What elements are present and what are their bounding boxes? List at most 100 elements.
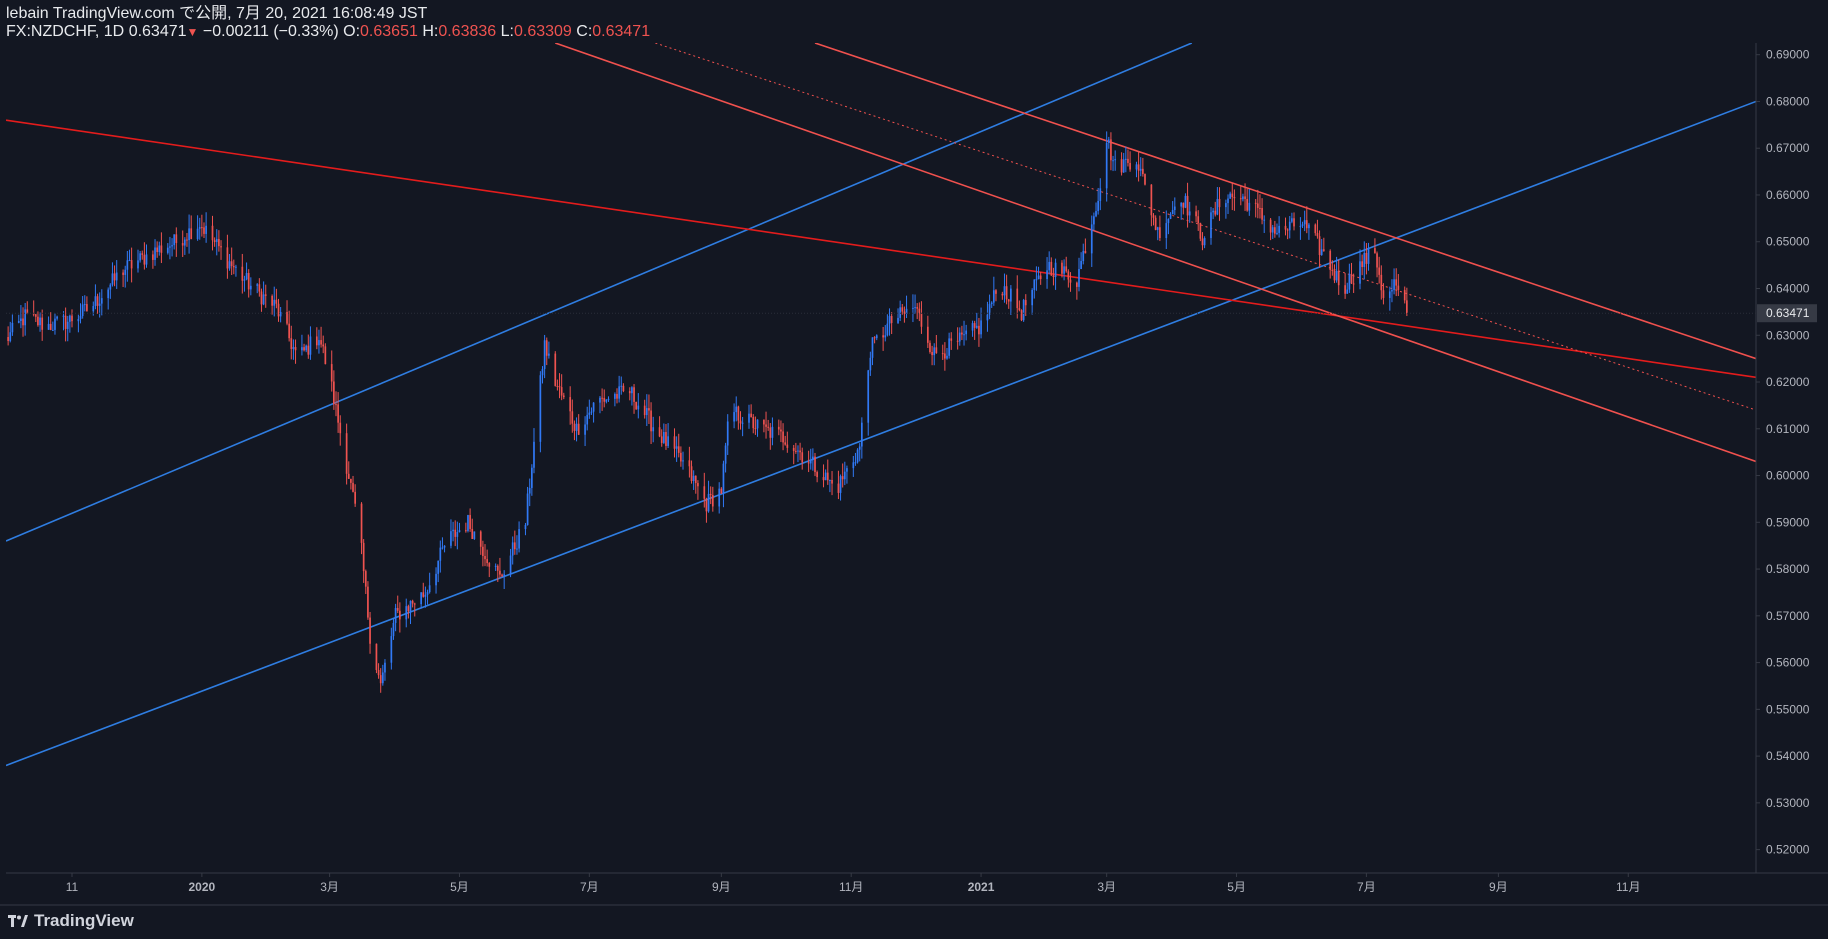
candle-body	[22, 318, 24, 326]
candle-body	[315, 336, 318, 346]
candlestick-series	[7, 131, 1408, 693]
candle-body	[822, 477, 825, 481]
candle-body	[1003, 286, 1006, 296]
trendline-4[interactable]	[555, 43, 1756, 463]
trendline-6[interactable]	[655, 43, 1756, 411]
candle-body	[277, 303, 280, 317]
candle-body	[1403, 289, 1406, 301]
time-tick-label: 5月	[1227, 880, 1246, 894]
candle-body	[1233, 197, 1236, 199]
candle-body	[1184, 195, 1187, 208]
candle-body	[858, 446, 861, 450]
candle-body	[741, 422, 744, 424]
candle-body	[541, 368, 544, 376]
time-tick-label: 2020	[189, 880, 216, 894]
candle-body	[1007, 299, 1010, 302]
candle-body	[1393, 279, 1395, 291]
candle-body	[1105, 142, 1108, 189]
candle-body	[482, 546, 484, 557]
candle-body	[1348, 273, 1351, 290]
candle-body	[405, 606, 408, 620]
candle-body	[139, 253, 141, 261]
candle-body	[499, 570, 501, 575]
candle-body	[956, 340, 959, 342]
candle-body	[660, 436, 663, 443]
price-tick-label: 0.61000	[1766, 422, 1810, 436]
candle-body	[513, 542, 516, 550]
candle-body	[918, 308, 921, 314]
candle-body	[201, 227, 203, 229]
candle-body	[556, 385, 559, 387]
trendline-drawings[interactable]	[6, 43, 1756, 767]
candle-body	[377, 669, 380, 676]
candle-body	[335, 404, 337, 406]
candle-body	[232, 266, 235, 268]
candle-body	[92, 306, 95, 312]
candle-body	[1259, 207, 1261, 209]
candle-body	[1346, 289, 1349, 294]
candle-body	[1329, 250, 1332, 270]
trendline-1[interactable]	[6, 43, 1193, 542]
trendline-2[interactable]	[6, 100, 1756, 767]
symbol-label[interactable]: FX:NZDCHF, 1D	[6, 23, 125, 40]
candle-body	[726, 421, 729, 446]
candle-body	[1135, 164, 1138, 170]
candle-body	[948, 338, 950, 356]
candle-body	[407, 606, 410, 612]
candle-body	[245, 272, 248, 280]
candle-body	[486, 559, 488, 564]
candle-body	[247, 272, 250, 290]
trendline-3[interactable]	[6, 119, 1756, 379]
candle-body	[47, 323, 50, 330]
candle-body	[933, 347, 936, 356]
candle-body	[324, 346, 327, 365]
candle-body	[1159, 227, 1161, 239]
candle-body	[599, 397, 601, 403]
price-axis[interactable]: 0.69000 0.68000 0.67000 0.66000 0.65000 0.640…	[1755, 43, 1810, 873]
candle-body	[622, 385, 625, 392]
candle-body	[86, 304, 88, 312]
candle-body	[279, 312, 282, 317]
candle-body	[305, 345, 308, 351]
candle-body	[1080, 261, 1082, 270]
candle-body	[241, 266, 244, 281]
candle-body	[471, 528, 474, 539]
candle-body	[1218, 198, 1221, 208]
candle-body	[697, 483, 699, 487]
candle-body	[171, 245, 173, 247]
candle-body	[152, 254, 154, 260]
candle-body	[1291, 218, 1293, 222]
candle-body	[1333, 270, 1336, 281]
candle-body	[249, 285, 252, 290]
candle-body	[680, 452, 682, 462]
candle-body	[1367, 248, 1370, 264]
candle-body	[628, 391, 631, 394]
candle-body	[722, 463, 725, 494]
candle-body	[196, 228, 199, 240]
candle-body	[26, 309, 29, 314]
candle-body	[812, 456, 814, 460]
candle-body	[1082, 250, 1085, 262]
candle-body	[958, 332, 961, 342]
candle-body	[228, 261, 231, 269]
candle-body	[1024, 300, 1027, 306]
candle-body	[384, 662, 386, 673]
time-tick-label: 11月	[839, 880, 863, 894]
chart-header: lebain TradingView.com で公開, 7月 20, 2021 …	[6, 5, 650, 41]
tradingview-logo-icon	[8, 915, 28, 927]
candle-body	[488, 563, 491, 567]
time-tick-label: 3月	[1097, 880, 1116, 894]
trendline-5[interactable]	[814, 43, 1756, 360]
candle-body	[1195, 211, 1197, 217]
tradingview-logo[interactable]: TradingView	[8, 911, 134, 931]
price-tick-label: 0.54000	[1766, 749, 1810, 763]
plot-area[interactable]	[6, 43, 1756, 873]
time-axis[interactable]: 11 2020 3月 5月 7月 9月 11月 2021 3月 5月 7月 9月 11月	[0, 872, 1828, 906]
candle-body	[1301, 224, 1304, 226]
candle-body	[211, 225, 214, 241]
candle-body	[516, 548, 518, 550]
candle-body	[631, 387, 633, 394]
candle-body	[1182, 202, 1185, 208]
candle-body	[56, 316, 58, 319]
